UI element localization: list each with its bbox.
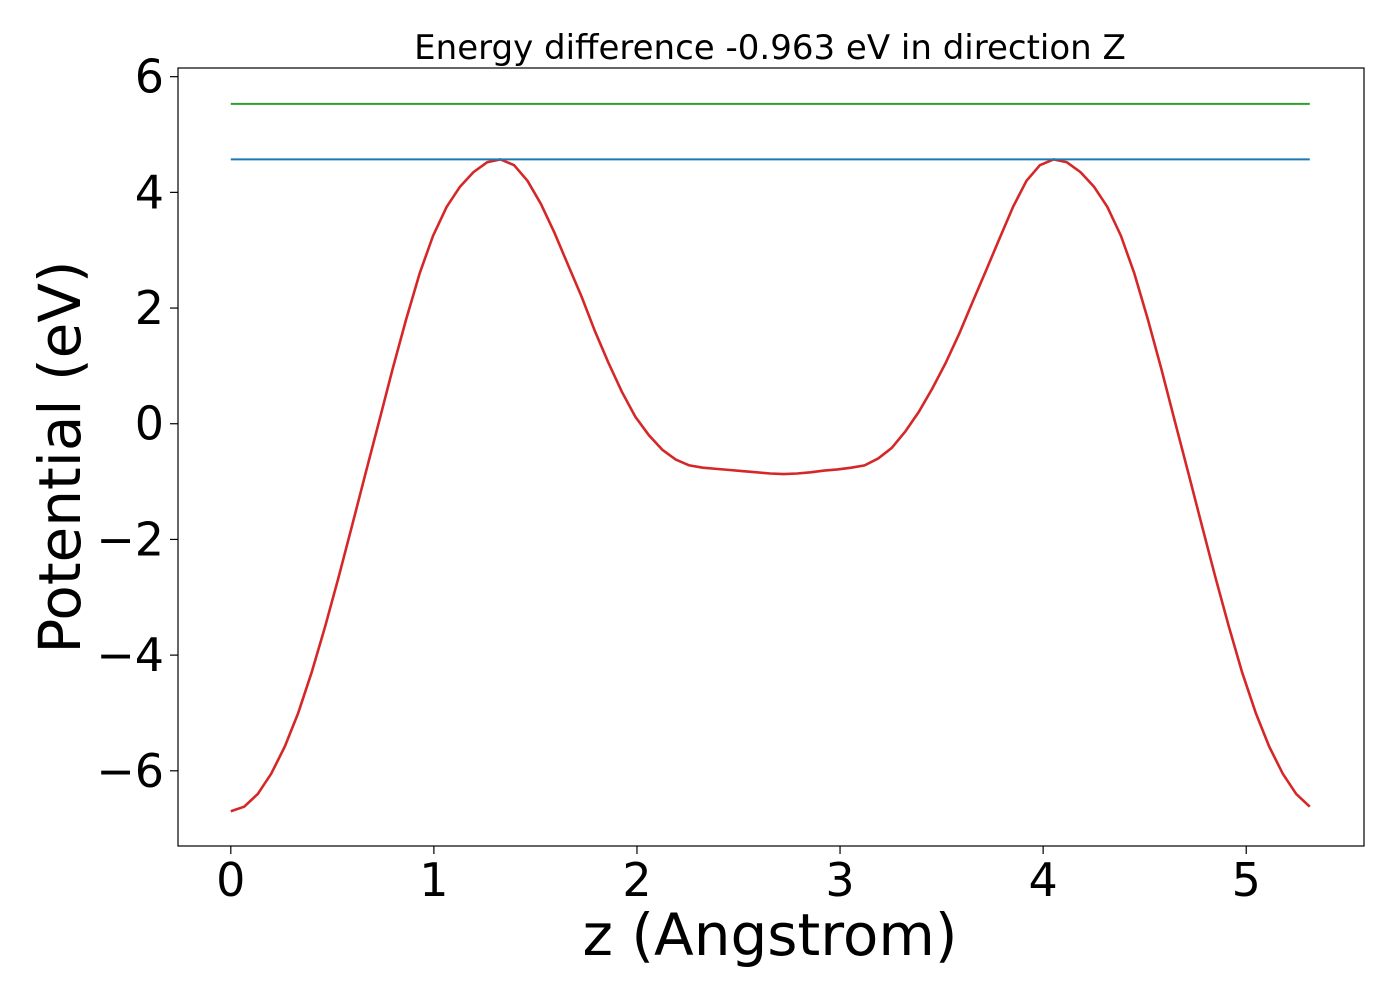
x-tick-label: 0	[216, 853, 245, 907]
y-tick-label: 6	[135, 50, 164, 104]
y-tick-label: 0	[135, 397, 164, 451]
potential-curve	[230, 158, 1311, 813]
x-axis: 0 1 2 3 4 5	[216, 846, 1261, 907]
x-tick-label: 3	[825, 853, 854, 907]
x-tick-label: 1	[419, 853, 448, 907]
y-tick-label: 4	[135, 165, 164, 219]
y-axis-label: Potential (eV)	[26, 260, 94, 653]
y-tick-label: −2	[96, 512, 164, 566]
x-tick-label: 2	[622, 853, 651, 907]
series-layer	[230, 102, 1311, 813]
y-tick-label: −4	[96, 628, 164, 682]
y-axis: −6 −4 −2 0 2 4 6	[96, 50, 178, 798]
x-axis-label: z (Angstrom)	[583, 901, 958, 969]
chart-title: Energy difference -0.963 eV in direction…	[414, 28, 1126, 68]
x-tick-label: 4	[1028, 853, 1057, 907]
plot-frame	[177, 67, 1365, 847]
y-tick-label: 2	[135, 281, 164, 335]
y-tick-label: −6	[96, 744, 164, 798]
x-tick-label: 5	[1232, 853, 1261, 907]
